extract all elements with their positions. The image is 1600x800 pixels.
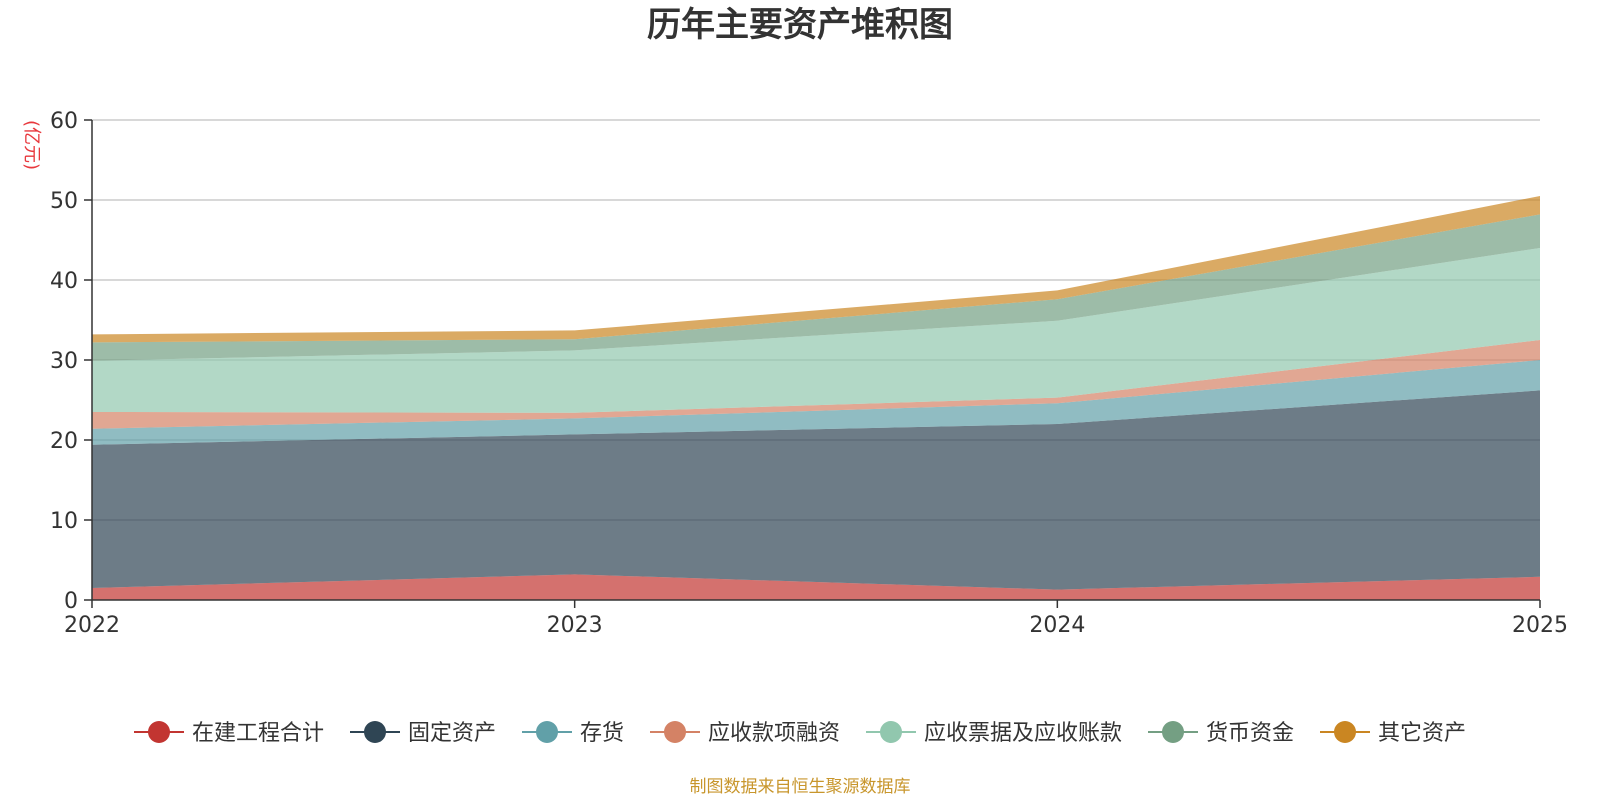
y-tick-label: 10 xyxy=(50,509,78,534)
legend-item[interactable]: 在建工程合计 xyxy=(134,721,324,746)
y-tick-label: 30 xyxy=(50,349,78,374)
legend-item[interactable]: 固定资产 xyxy=(350,721,496,746)
area-3 xyxy=(92,340,1540,429)
y-tick-label: 0 xyxy=(64,589,78,614)
y-tick-label: 40 xyxy=(50,269,78,294)
legend-item[interactable]: 其它资产 xyxy=(1320,721,1466,746)
data-source-note: 制图数据来自恒生聚源数据库 xyxy=(690,777,911,797)
area-6 xyxy=(92,196,1540,343)
legend-label: 存货 xyxy=(580,721,624,746)
y-tick-label: 60 xyxy=(50,109,78,134)
x-tick-label: 2022 xyxy=(64,613,120,638)
x-tick-label: 2023 xyxy=(547,613,603,638)
y-tick-label: 20 xyxy=(50,429,78,454)
legend-item[interactable]: 应收票据及应收账款 xyxy=(866,721,1122,746)
legend-label: 应收款项融资 xyxy=(708,721,840,746)
legend: 在建工程合计 固定资产 存货 应收款项融资 应收票据及应收账款 货币资金 其它资产 xyxy=(134,721,1466,746)
legend-marker-icon xyxy=(880,721,902,743)
area-series xyxy=(92,196,1540,600)
y-axis-unit-label: (亿元) xyxy=(21,120,42,170)
legend-marker-icon xyxy=(1162,721,1184,743)
legend-marker-icon xyxy=(148,721,170,743)
legend-marker-icon xyxy=(1334,721,1356,743)
legend-label: 其它资产 xyxy=(1378,721,1466,746)
chart-title: 历年主要资产堆积图 xyxy=(647,5,953,45)
legend-item[interactable]: 应收款项融资 xyxy=(650,721,840,746)
y-tick-label: 50 xyxy=(50,189,78,214)
legend-marker-icon xyxy=(364,721,386,743)
area-0 xyxy=(92,574,1540,600)
legend-label: 在建工程合计 xyxy=(192,721,324,746)
legend-marker-icon xyxy=(536,721,558,743)
legend-label: 货币资金 xyxy=(1206,721,1294,746)
legend-label: 固定资产 xyxy=(408,721,496,746)
legend-label: 应收票据及应收账款 xyxy=(924,721,1122,746)
axes: 0 10 20 30 40 50 60 2022 2023 2024 2025 xyxy=(50,109,1568,638)
legend-item[interactable]: 存货 xyxy=(522,721,624,746)
area-4 xyxy=(92,248,1540,413)
area-5 xyxy=(92,214,1540,361)
area-1 xyxy=(92,390,1540,590)
legend-item[interactable]: 货币资金 xyxy=(1148,721,1294,746)
x-tick-label: 2025 xyxy=(1512,613,1568,638)
area-2 xyxy=(92,360,1540,445)
x-tick-label: 2024 xyxy=(1029,613,1085,638)
legend-marker-icon xyxy=(664,721,686,743)
